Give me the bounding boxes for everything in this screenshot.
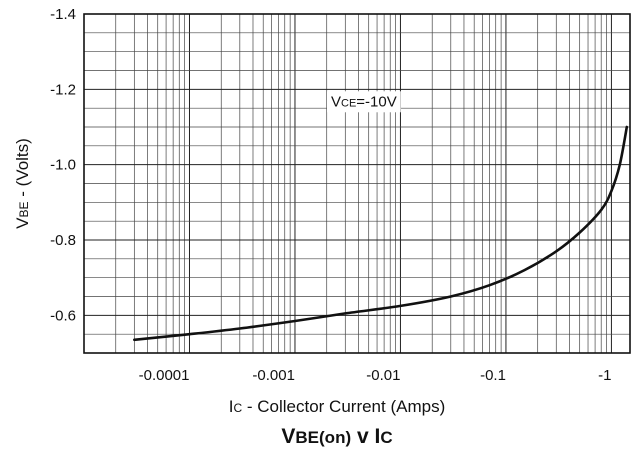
x-tick-labels: -0.0001 -0.001 -0.01 -0.1 -1 — [139, 367, 612, 384]
chart-title: VBE(on) v IC — [281, 425, 392, 448]
y-axis-title: VBE - (Volts) — [13, 138, 32, 229]
x-tick-label: -0.0001 — [139, 367, 190, 384]
y-tick-label: -1.0 — [50, 157, 76, 174]
annotation-background — [326, 91, 401, 113]
y-tick-label: -1.4 — [50, 6, 76, 23]
x-tick-label: -0.001 — [252, 367, 295, 384]
annotation-group: VCE=-10V — [326, 91, 401, 113]
y-tick-label: -0.6 — [50, 307, 76, 324]
y-tick-label: -1.2 — [50, 81, 76, 98]
plot-frame — [83, 13, 631, 354]
x-tick-label: -0.01 — [366, 367, 400, 384]
y-tick-labels: -0.6 -0.8 -1.0 -1.2 -1.4 — [50, 6, 76, 324]
x-tick-label: -1 — [598, 367, 611, 384]
vbe-curve — [133, 125, 629, 342]
y-tick-label: -0.8 — [50, 232, 76, 249]
vce-annotation: VCE=-10V — [331, 93, 397, 110]
grid — [83, 13, 630, 354]
x-tick-label: -0.1 — [480, 367, 506, 384]
x-axis-title: IC - Collector Current (Amps) — [229, 397, 446, 416]
